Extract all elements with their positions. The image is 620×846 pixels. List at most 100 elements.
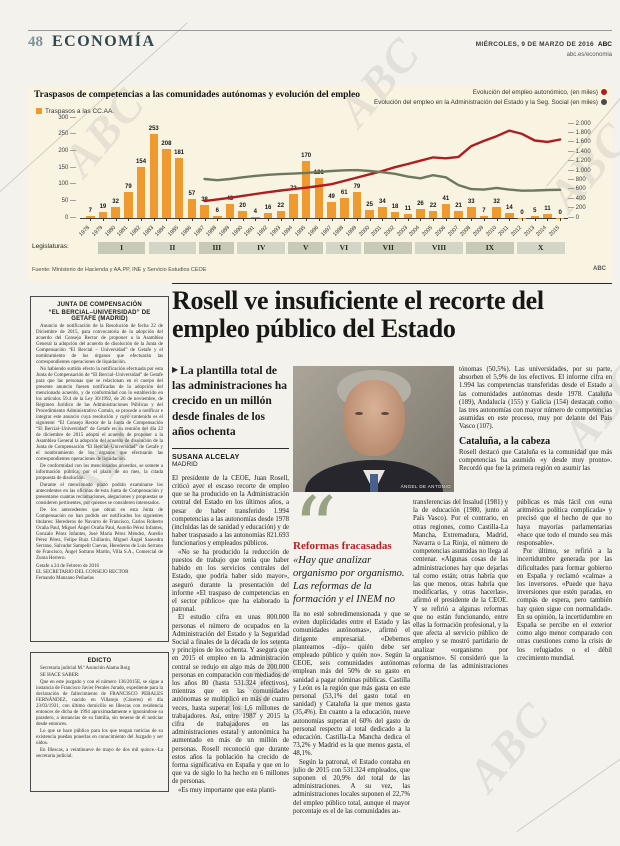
photo-face <box>343 380 405 456</box>
bar <box>136 166 146 218</box>
bar-value: 19 <box>99 203 107 210</box>
notice-title: EDICTO <box>87 658 112 664</box>
bar-value: 7 <box>88 207 92 214</box>
legislature-band: III <box>199 242 235 254</box>
bar <box>479 215 489 218</box>
bar-value: 5 <box>533 208 537 215</box>
axis-tick <box>293 218 295 221</box>
paragraph: «No se ha producido la reducción de pues… <box>172 548 289 614</box>
notice-subtitle: “EL BERCIAL–UNIVERSIDAD” DE GETAFE (MADR… <box>48 310 151 322</box>
paragraph: De los antecedentes que obran en esta Ju… <box>36 508 163 561</box>
bar <box>492 207 501 218</box>
paragraph: Según la patronal, el Estado contaba en … <box>293 758 410 815</box>
bar-value: 49 <box>328 193 335 200</box>
right-axis-label: — 800 <box>568 176 586 183</box>
legislature-band: IV <box>237 242 286 254</box>
pointer-icon: ▶ <box>172 365 179 374</box>
paragraph: «Es muy importante que esta planti- <box>178 786 277 794</box>
left-axis-label: 0 — <box>64 214 76 221</box>
body-text: transferencias del Insalud (1981) y la d… <box>413 499 612 671</box>
bar <box>174 157 184 218</box>
closing-line: Fernando Manzano Peñuelas <box>36 576 94 582</box>
bar-value: 253 <box>148 125 159 132</box>
bar <box>340 197 349 218</box>
legend-traspasos: Traspasos a las CC.AA. <box>36 108 114 115</box>
header-rule <box>28 30 612 31</box>
bar <box>530 216 539 218</box>
axis-tick <box>229 218 231 221</box>
paragraph: Anuncio de notificación de la Resolución… <box>36 324 163 365</box>
legislature-band: X <box>516 242 565 254</box>
paragraph: transferencias del Insalud (1981) y la d… <box>413 499 612 671</box>
bar <box>86 215 95 218</box>
bar <box>314 177 324 218</box>
site-url: abc.es/economia <box>566 52 612 58</box>
bar-value: 34 <box>379 198 386 205</box>
bar-value: 32 <box>112 199 119 206</box>
body-text: tónomas (50,5%). Las universidades, por … <box>459 366 612 432</box>
axis-tick <box>255 218 257 221</box>
byline-rule <box>172 447 289 449</box>
bar-value: 0 <box>520 209 524 216</box>
bar-value: 16 <box>264 204 272 211</box>
bar-value: 57 <box>188 191 196 197</box>
paragraph: El presidente de la CEOE, Juan Rosell, c… <box>172 474 289 548</box>
bar <box>352 191 362 218</box>
paragraph: No habiendo surtido efecto la notificaci… <box>36 367 163 462</box>
page-number: 48 <box>28 34 43 50</box>
photo-eye <box>381 412 389 415</box>
paragraph: Que en este juzgado y con el número 136/… <box>36 680 163 727</box>
columns-3-4: transferencias del Insalud (1981) y la d… <box>413 499 612 843</box>
bar <box>555 217 565 218</box>
axis-tick <box>306 218 308 221</box>
legend-estado: Evolución del empleo en la Administració… <box>374 99 607 106</box>
photo-tie <box>370 474 378 492</box>
chart-title: Traspasos de competencias a las comunida… <box>34 90 361 100</box>
data-line <box>203 129 562 203</box>
notice-closing: Getafe a 24 de Febrero de 2016 EL SECRETA… <box>36 564 163 583</box>
standfirst-text: La plantilla total de las administracion… <box>172 365 288 438</box>
right-axis-label: — 1.800 <box>568 129 591 136</box>
legislature-band: VI <box>326 242 362 254</box>
paragraph: lla no esté sobredimensionada y que se e… <box>293 611 410 758</box>
paragraph: SE HACE SABER: <box>40 673 80 678</box>
bar-value: 18 <box>391 204 399 210</box>
right-axis-label: — 1.400 <box>568 148 591 155</box>
axis-tick <box>560 218 562 221</box>
legislature-band: IX <box>466 242 514 254</box>
bar <box>98 211 108 218</box>
legislature-band: V <box>288 242 324 254</box>
bar-value: 170 <box>301 153 312 160</box>
body-text: lla no esté sobredimensionada y que se e… <box>293 611 410 816</box>
quote-text: «Hay que analizar organismo por organism… <box>293 555 405 606</box>
legislature-band: I <box>97 242 146 254</box>
right-axis-label: — 1.000 <box>568 167 591 174</box>
axis-tick <box>191 218 193 221</box>
bar-value: 33 <box>467 199 475 205</box>
bar-value: 20 <box>239 203 246 210</box>
bar <box>301 161 311 218</box>
legislaturas-label: Legislaturas: <box>32 243 69 250</box>
bar <box>124 191 133 218</box>
axis-tick <box>433 218 435 221</box>
headline: Rosell ve insuficiente el recorte del em… <box>172 286 544 343</box>
quote-label: Reformas fracasadas <box>293 540 392 552</box>
bar-value: 61 <box>340 189 348 196</box>
axis-tick <box>420 218 422 221</box>
bar <box>289 193 298 218</box>
right-axis-label: — 400 <box>568 195 586 202</box>
left-axis-label: 300 — <box>58 114 76 121</box>
pull-quote: “ Reformas fracasadas «Hay que analizar … <box>293 494 410 607</box>
right-axis-label: — 2.000 <box>568 120 591 127</box>
axis-tick <box>331 218 333 221</box>
quote-marks-icon: “ <box>293 494 410 538</box>
bar <box>225 203 235 218</box>
axis-tick <box>153 218 155 221</box>
photo-eye <box>355 412 363 415</box>
bar <box>390 212 400 218</box>
axis-tick <box>318 218 320 221</box>
axis-tick <box>407 218 409 221</box>
paragraph: Por último, se refirió a la incertidumbr… <box>517 548 612 662</box>
right-axis-label: — 1.600 <box>568 139 591 146</box>
axis-tick <box>90 218 92 221</box>
